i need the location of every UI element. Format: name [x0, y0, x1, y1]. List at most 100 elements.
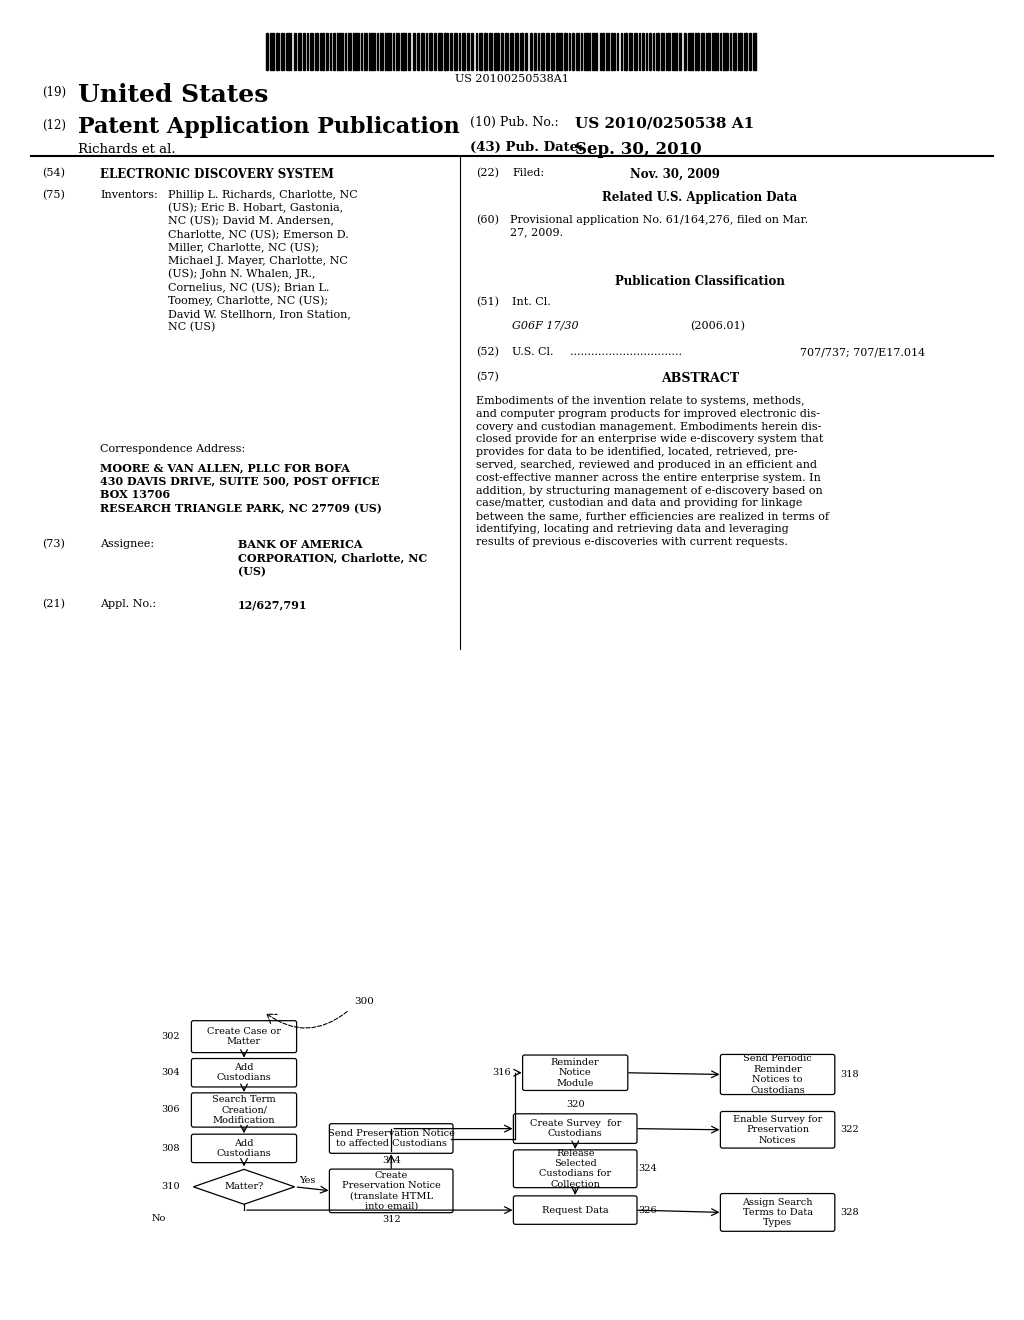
Text: Send Preservation Notice
to affected Custodians: Send Preservation Notice to affected Cus…: [328, 1129, 455, 1148]
Text: United States: United States: [78, 83, 268, 107]
FancyBboxPatch shape: [330, 1170, 453, 1213]
Bar: [348, 33, 351, 70]
Bar: [581, 33, 582, 70]
Text: Reminder
Notice
Module: Reminder Notice Module: [551, 1057, 599, 1088]
Text: 312: 312: [382, 1216, 400, 1225]
Text: Appl. No.:: Appl. No.:: [100, 599, 156, 610]
Text: 320: 320: [566, 1100, 585, 1109]
Text: (60): (60): [476, 215, 499, 226]
Text: (57): (57): [476, 372, 499, 383]
Bar: [515, 33, 517, 70]
Text: Create Case or
Matter: Create Case or Matter: [207, 1027, 281, 1047]
Text: Provisional application No. 61/164,276, filed on Mar.
27, 2009.: Provisional application No. 61/164,276, …: [510, 215, 808, 238]
Bar: [738, 33, 742, 70]
Bar: [502, 33, 503, 70]
Bar: [706, 33, 711, 70]
Bar: [266, 33, 267, 70]
Text: (19): (19): [42, 86, 67, 99]
Text: 12/627,791: 12/627,791: [238, 599, 307, 610]
Bar: [467, 33, 469, 70]
Bar: [744, 33, 748, 70]
Bar: [459, 33, 460, 70]
Bar: [510, 33, 513, 70]
Bar: [599, 33, 604, 70]
Text: Inventors:: Inventors:: [100, 190, 158, 201]
Text: (51): (51): [476, 297, 499, 308]
Bar: [529, 33, 532, 70]
Text: Release
Selected
Custodians for
Collection: Release Selected Custodians for Collecti…: [540, 1148, 611, 1189]
Text: Embodiments of the invention relate to systems, methods,
and computer program pr: Embodiments of the invention relate to s…: [476, 396, 829, 546]
Text: (75): (75): [42, 190, 65, 201]
Bar: [418, 33, 419, 70]
Bar: [303, 33, 305, 70]
Bar: [401, 33, 406, 70]
Bar: [365, 33, 367, 70]
Bar: [564, 33, 566, 70]
Text: Phillip L. Richards, Charlotte, NC
(US); Eric B. Hobart, Gastonia,
NC (US); Davi: Phillip L. Richards, Charlotte, NC (US);…: [168, 190, 357, 333]
Bar: [327, 33, 328, 70]
Text: 304: 304: [161, 1068, 180, 1077]
Text: Patent Application Publication: Patent Application Publication: [78, 116, 460, 139]
Bar: [451, 33, 452, 70]
Bar: [315, 33, 318, 70]
Text: (54): (54): [42, 168, 65, 178]
Bar: [520, 33, 522, 70]
Bar: [479, 33, 482, 70]
Bar: [380, 33, 383, 70]
Bar: [568, 33, 570, 70]
Bar: [535, 33, 536, 70]
Text: ................................: ................................: [570, 347, 682, 358]
Bar: [337, 33, 343, 70]
Bar: [639, 33, 640, 70]
Text: (73): (73): [42, 539, 65, 549]
Bar: [592, 33, 597, 70]
Bar: [572, 33, 573, 70]
FancyBboxPatch shape: [330, 1123, 453, 1154]
Bar: [679, 33, 681, 70]
Bar: [330, 33, 332, 70]
Bar: [494, 33, 500, 70]
Bar: [753, 33, 756, 70]
FancyBboxPatch shape: [513, 1150, 637, 1188]
FancyBboxPatch shape: [721, 1111, 835, 1148]
Bar: [617, 33, 618, 70]
Text: 707/737; 707/E17.014: 707/737; 707/E17.014: [800, 347, 926, 358]
Bar: [656, 33, 659, 70]
Bar: [334, 33, 335, 70]
Bar: [505, 33, 508, 70]
Text: (2006.01): (2006.01): [690, 321, 745, 331]
Text: MOORE & VAN ALLEN, PLLC FOR BOFA
430 DAVIS DRIVE, SUITE 500, POST OFFICE
BOX 137: MOORE & VAN ALLEN, PLLC FOR BOFA 430 DAV…: [100, 462, 382, 513]
Bar: [610, 33, 615, 70]
Bar: [307, 33, 308, 70]
FancyBboxPatch shape: [522, 1055, 628, 1090]
Text: 324: 324: [638, 1164, 656, 1173]
Bar: [524, 33, 527, 70]
Text: Add
Custodians: Add Custodians: [217, 1063, 271, 1082]
Text: 318: 318: [840, 1071, 859, 1078]
Bar: [345, 33, 346, 70]
Bar: [538, 33, 540, 70]
Bar: [294, 33, 296, 70]
Text: Related U.S. Application Data: Related U.S. Application Data: [602, 191, 798, 205]
FancyBboxPatch shape: [191, 1020, 297, 1052]
Bar: [649, 33, 650, 70]
Bar: [360, 33, 362, 70]
Text: 300: 300: [354, 997, 375, 1006]
Text: 328: 328: [840, 1208, 859, 1217]
Bar: [624, 33, 627, 70]
Bar: [429, 33, 432, 70]
Bar: [298, 33, 301, 70]
FancyBboxPatch shape: [191, 1134, 297, 1163]
Bar: [353, 33, 358, 70]
Bar: [488, 33, 492, 70]
Text: Assignee:: Assignee:: [100, 539, 155, 549]
Bar: [723, 33, 728, 70]
Bar: [370, 33, 375, 70]
Bar: [551, 33, 554, 70]
Bar: [621, 33, 622, 70]
Text: (21): (21): [42, 599, 65, 610]
Bar: [310, 33, 313, 70]
Text: Sep. 30, 2010: Sep. 30, 2010: [575, 141, 701, 158]
Bar: [547, 33, 549, 70]
Bar: [471, 33, 473, 70]
